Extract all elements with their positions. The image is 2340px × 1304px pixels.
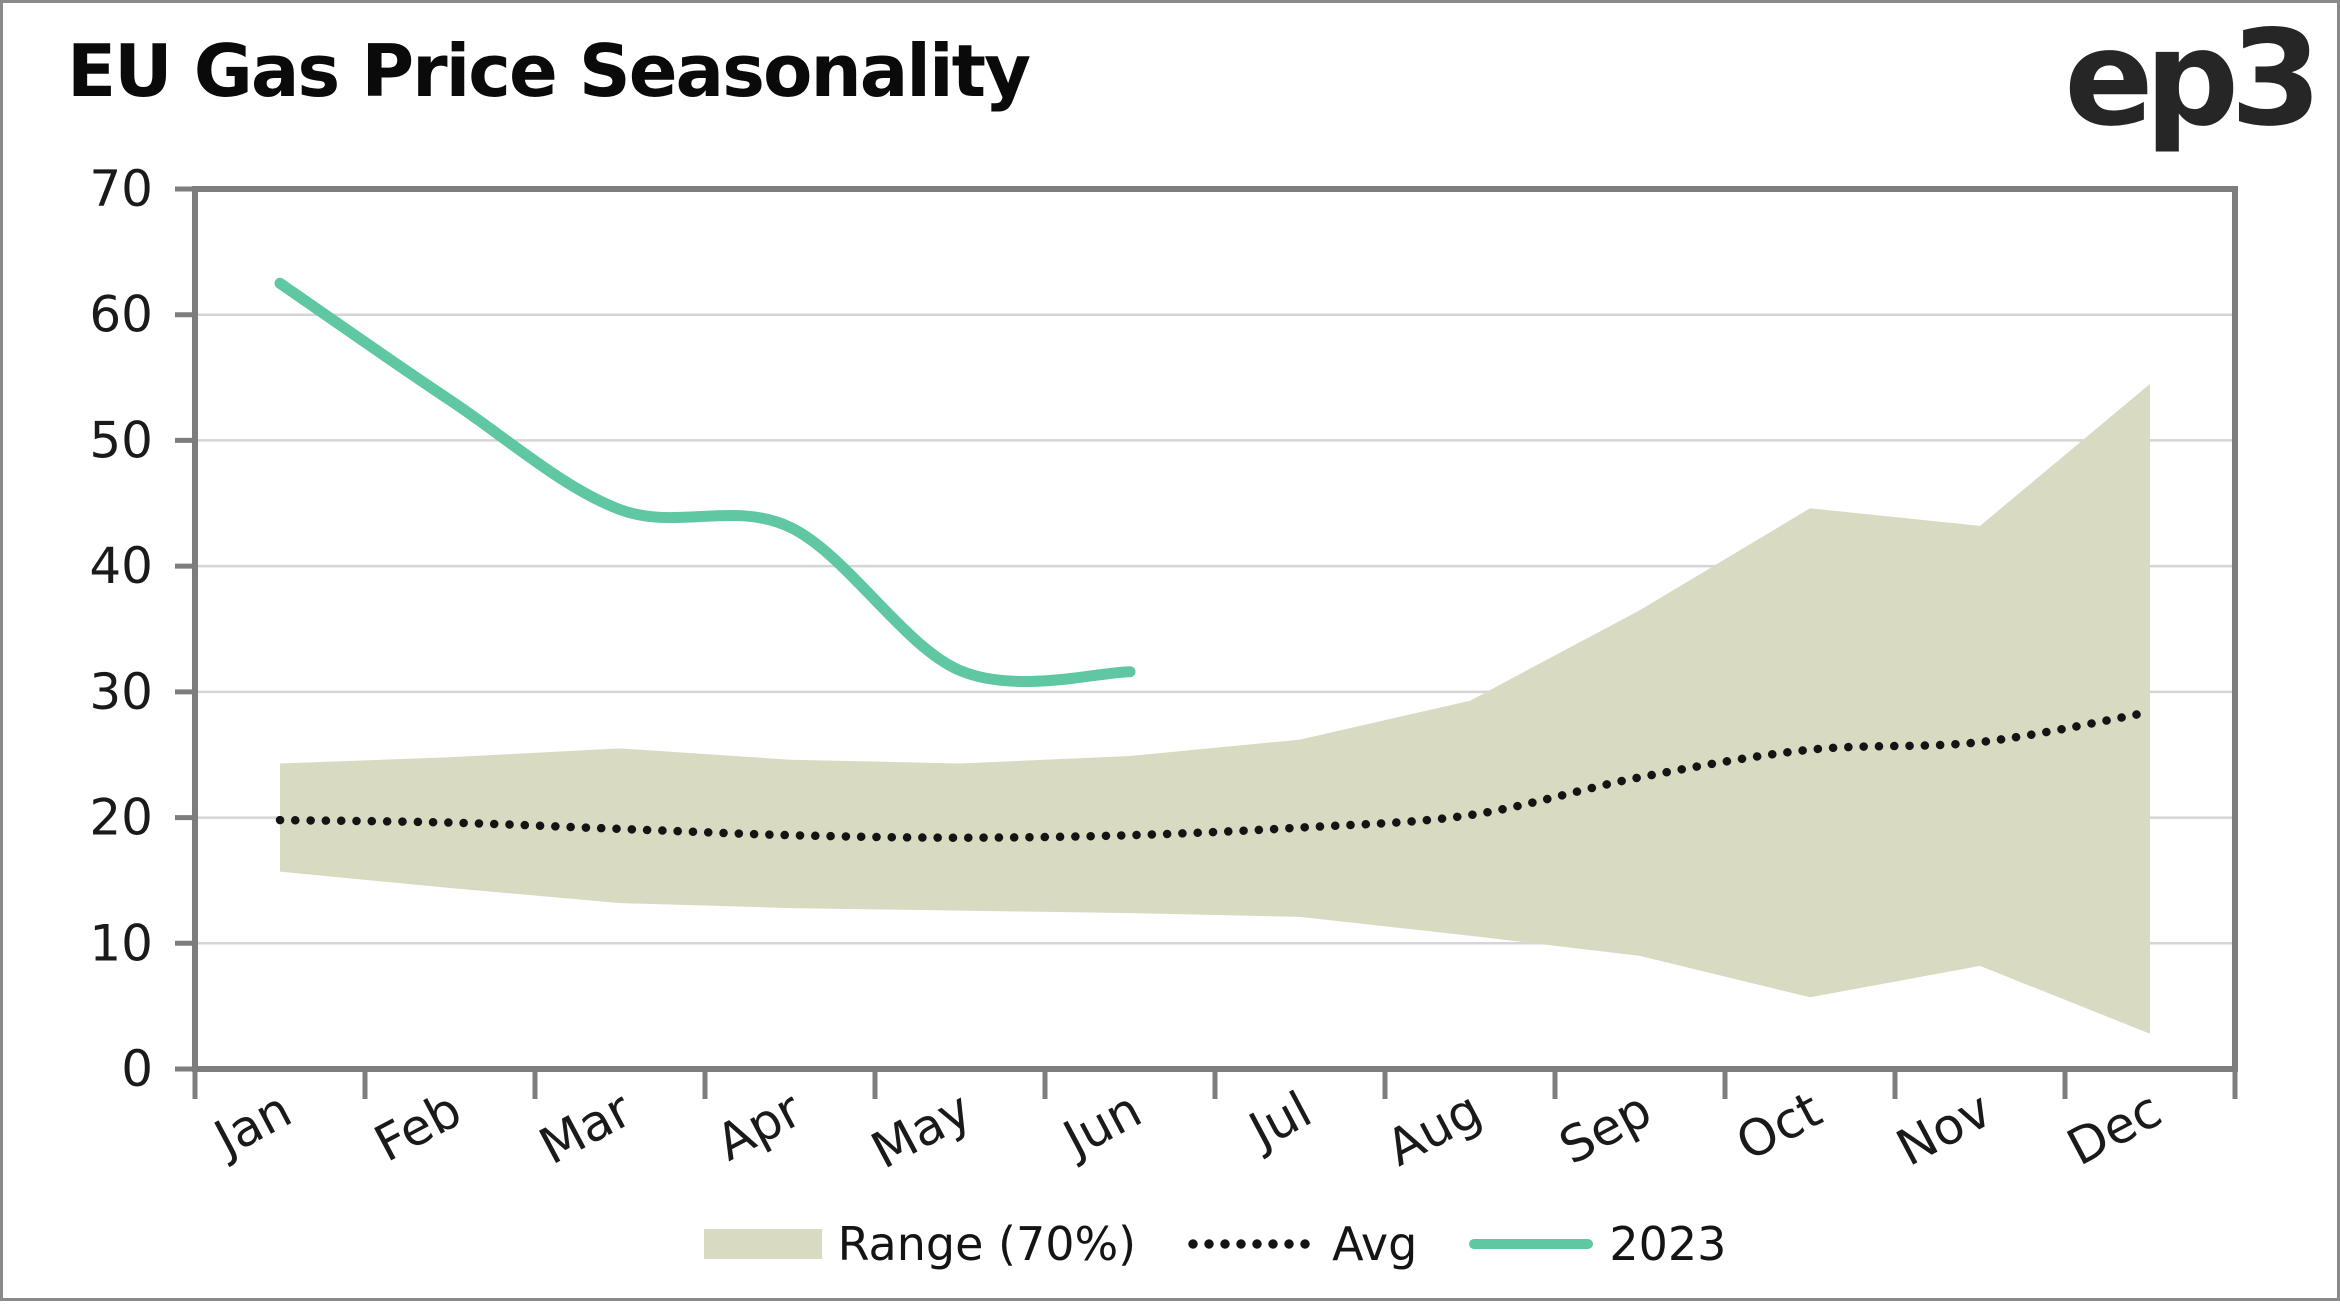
line-2023: [274, 277, 1136, 687]
legend-item-2023: 2023: [1469, 1217, 1726, 1271]
y-axis-tick-label: 40: [89, 537, 153, 595]
range-band-swatch: [703, 1229, 822, 1259]
range-band-area: [280, 383, 2150, 1034]
y-axis-tick-label: 20: [89, 789, 153, 847]
x-axis-month-label: Mar: [530, 1080, 641, 1176]
avg-dotted-line: [275, 707, 2155, 842]
x-axis-month-label: Oct: [1727, 1080, 1831, 1172]
legend-avg-label: Avg: [1332, 1217, 1418, 1271]
y-axis-tick-label: 70: [89, 160, 153, 218]
x-axis-month-label: Aug: [1377, 1080, 1490, 1177]
x-axis-month-label: Jun: [1052, 1080, 1151, 1169]
y-axis-tick-label: 10: [89, 914, 153, 972]
axes-frame: [175, 186, 2238, 1099]
x-axis-month-label: May: [862, 1080, 981, 1180]
legend-item-range: Range (70%): [703, 1217, 1137, 1271]
series-lines: [274, 277, 2155, 842]
range-70-band: [280, 383, 2150, 1034]
legend-range-label: Range (70%): [837, 1217, 1137, 1271]
x-axis-month-label: Jan: [203, 1080, 301, 1169]
legend-item-avg: Avg: [1188, 1217, 1417, 1271]
avg-dotted-line-swatch: [1188, 1239, 1317, 1249]
x-axis-month-label: Dec: [2058, 1080, 2171, 1177]
x-axis-month-label: Apr: [707, 1080, 811, 1172]
chart-legend: Range (70%) Avg 2023: [195, 1209, 2235, 1279]
x-axis-month-label: Nov: [1887, 1080, 2000, 1177]
x-axis-month-label: Feb: [365, 1080, 470, 1173]
page-title: EU Gas Price Seasonality: [67, 29, 1031, 113]
y-axis-tick-label: 50: [89, 411, 153, 469]
y-axis-tick-label: 0: [121, 1040, 153, 1098]
chart-canvas: 0 10 20 30 40 50 60 70 Jan Feb Mar Apr May Jun Jul Aug S…: [89, 160, 2238, 1180]
y-axis-tick-label: 60: [89, 286, 153, 344]
x-axis-month-label: Jul: [1237, 1080, 1320, 1161]
legend-2023-label: 2023: [1609, 1217, 1727, 1271]
ep3-logo: ep3: [2064, 2, 2322, 156]
y-axis-tick-label: 30: [89, 663, 153, 721]
x-axis-month-label: Sep: [1550, 1080, 1660, 1175]
line-2023-swatch: [1469, 1239, 1594, 1249]
